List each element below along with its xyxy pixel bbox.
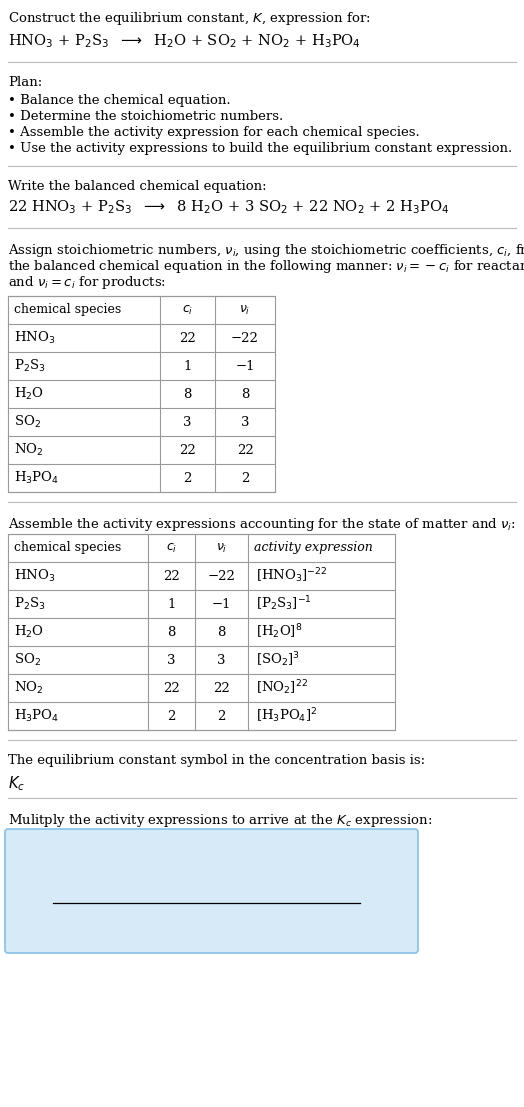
- Text: The equilibrium constant symbol in the concentration basis is:: The equilibrium constant symbol in the c…: [8, 754, 425, 767]
- Text: • Assemble the activity expression for each chemical species.: • Assemble the activity expression for e…: [8, 126, 420, 139]
- Text: 22: 22: [163, 682, 180, 694]
- Text: [HNO$_3$]$^{22}$ [P$_2$S$_3$]: [HNO$_3$]$^{22}$ [P$_2$S$_3$]: [90, 907, 199, 925]
- Text: 22: 22: [213, 682, 230, 694]
- Text: chemical species: chemical species: [14, 541, 121, 555]
- Text: [NO$_2$]$^{22}$: [NO$_2$]$^{22}$: [256, 679, 308, 697]
- Text: 3: 3: [217, 653, 226, 666]
- Text: Assign stoichiometric numbers, $\nu_i$, using the stoichiometric coefficients, $: Assign stoichiometric numbers, $\nu_i$, …: [8, 242, 524, 259]
- Text: H$_2$O: H$_2$O: [14, 624, 44, 640]
- Text: [HNO$_3$]$^{-22}$: [HNO$_3$]$^{-22}$: [256, 567, 328, 586]
- Text: 22 HNO$_3$ + P$_2$S$_3$  $\longrightarrow$  8 H$_2$O + 3 SO$_2$ + 22 NO$_2$ + 2 : 22 HNO$_3$ + P$_2$S$_3$ $\longrightarrow…: [8, 198, 449, 216]
- Text: 1: 1: [183, 360, 192, 372]
- Text: HNO$_3$: HNO$_3$: [14, 330, 55, 346]
- Text: 8: 8: [167, 625, 176, 639]
- Text: NO$_2$: NO$_2$: [14, 680, 43, 696]
- Text: the balanced chemical equation in the following manner: $\nu_i = -c_i$ for react: the balanced chemical equation in the fo…: [8, 258, 524, 275]
- Text: [P$_2$S$_3$]$^{-1}$: [P$_2$S$_3$]$^{-1}$: [256, 594, 312, 613]
- Text: $\nu_i$: $\nu_i$: [216, 541, 227, 555]
- Text: 8: 8: [217, 625, 226, 639]
- Text: SO$_2$: SO$_2$: [14, 652, 41, 668]
- Text: $\nu_i$: $\nu_i$: [239, 303, 250, 317]
- Text: Answer:: Answer:: [18, 844, 77, 857]
- Text: 2: 2: [183, 472, 192, 485]
- FancyBboxPatch shape: [5, 829, 418, 953]
- Text: $K_c$: $K_c$: [8, 774, 25, 793]
- Text: 2: 2: [217, 710, 226, 723]
- Text: =: =: [35, 893, 47, 907]
- Text: and $\nu_i = c_i$ for products:: and $\nu_i = c_i$ for products:: [8, 275, 166, 291]
- Text: • Determine the stoichiometric numbers.: • Determine the stoichiometric numbers.: [8, 110, 283, 123]
- Text: −1: −1: [212, 598, 231, 610]
- Text: [SO$_2$]$^3$: [SO$_2$]$^3$: [256, 651, 300, 670]
- Text: H$_2$O: H$_2$O: [14, 386, 44, 402]
- Text: P$_2$S$_3$: P$_2$S$_3$: [14, 596, 46, 612]
- Text: 22: 22: [179, 331, 196, 344]
- Text: H$_3$PO$_4$: H$_3$PO$_4$: [14, 708, 59, 724]
- Text: $c_i$: $c_i$: [182, 303, 193, 317]
- Text: 2: 2: [167, 710, 176, 723]
- Text: 22: 22: [237, 444, 254, 456]
- Text: 3: 3: [167, 653, 176, 666]
- Text: [H$_3$PO$_4$]$^2$: [H$_3$PO$_4$]$^2$: [256, 706, 318, 725]
- Text: −1: −1: [235, 360, 255, 372]
- Text: HNO$_3$ + P$_2$S$_3$  $\longrightarrow$  H$_2$O + SO$_2$ + NO$_2$ + H$_3$PO$_4$: HNO$_3$ + P$_2$S$_3$ $\longrightarrow$ H…: [8, 32, 361, 50]
- Text: −22: −22: [208, 569, 235, 582]
- Text: Mulitply the activity expressions to arrive at the $K_c$ expression:: Mulitply the activity expressions to arr…: [8, 813, 432, 829]
- Text: SO$_2$: SO$_2$: [14, 414, 41, 430]
- Text: activity expression: activity expression: [254, 541, 373, 555]
- Text: Assemble the activity expressions accounting for the state of matter and $\nu_i$: Assemble the activity expressions accoun…: [8, 516, 516, 532]
- Text: P$_2$S$_3$: P$_2$S$_3$: [14, 358, 46, 374]
- Text: $c_i$: $c_i$: [166, 541, 177, 555]
- Text: chemical species: chemical species: [14, 303, 121, 317]
- Text: 3: 3: [241, 415, 249, 428]
- Text: 1: 1: [167, 598, 176, 610]
- Text: HNO$_3$: HNO$_3$: [14, 568, 55, 584]
- Text: NO$_2$: NO$_2$: [14, 442, 43, 458]
- Bar: [8, 534, 395, 730]
- Text: H$_3$PO$_4$: H$_3$PO$_4$: [14, 470, 59, 486]
- Text: • Balance the chemical equation.: • Balance the chemical equation.: [8, 94, 231, 107]
- Text: Plan:: Plan:: [8, 76, 42, 89]
- Text: 3: 3: [183, 415, 192, 428]
- Text: 8: 8: [241, 387, 249, 401]
- Text: Construct the equilibrium constant, $K$, expression for:: Construct the equilibrium constant, $K$,…: [8, 10, 370, 27]
- Text: [H$_2$O]$^8$: [H$_2$O]$^8$: [256, 622, 302, 641]
- Text: $K_c$ = [HNO$_3$]$^{-22}$ [P$_2$S$_3$]$^{-1}$ [H$_2$O]$^8$ [SO$_2$]$^3$ [NO$_2$]: $K_c$ = [HNO$_3$]$^{-22}$ [P$_2$S$_3$]$^…: [35, 863, 417, 882]
- Text: Write the balanced chemical equation:: Write the balanced chemical equation:: [8, 180, 267, 193]
- Bar: [8, 296, 275, 492]
- Text: 22: 22: [163, 569, 180, 582]
- Text: 8: 8: [183, 387, 192, 401]
- Text: −22: −22: [231, 331, 259, 344]
- Text: 22: 22: [179, 444, 196, 456]
- Text: 2: 2: [241, 472, 249, 485]
- Text: [H$_2$O]$^8$ [SO$_2$]$^3$ [NO$_2$]$^{22}$ [H$_3$PO$_4$]$^2$: [H$_2$O]$^8$ [SO$_2$]$^3$ [NO$_2$]$^{22}…: [55, 886, 269, 904]
- Text: • Use the activity expressions to build the equilibrium constant expression.: • Use the activity expressions to build …: [8, 142, 512, 155]
